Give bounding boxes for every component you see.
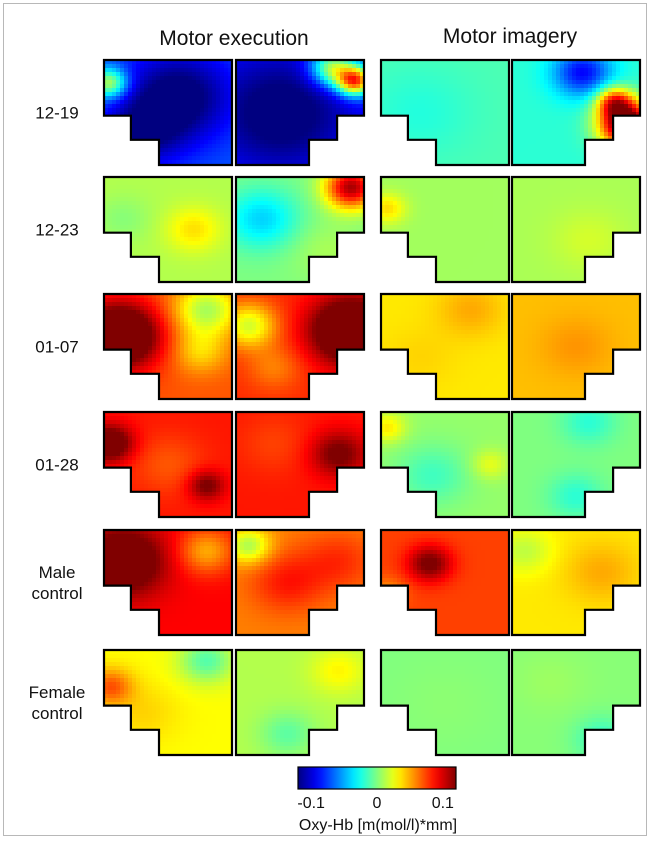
figure-frame bbox=[3, 3, 647, 836]
